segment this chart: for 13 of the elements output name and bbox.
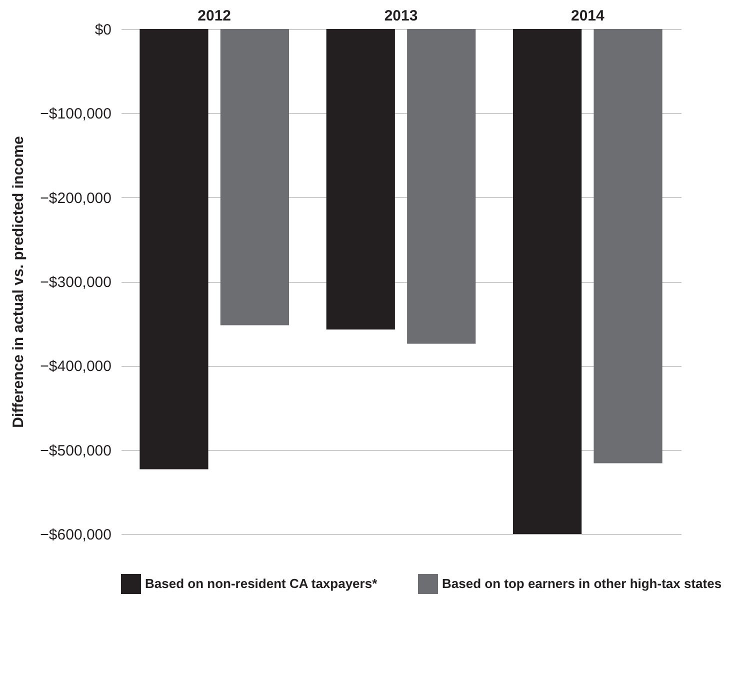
x-tick-label: 2013	[384, 8, 418, 24]
y-tick-label: −$600,000	[40, 526, 112, 544]
y-tick-label: −$300,000	[40, 274, 112, 291]
legend-label: Based on non-resident CA taxpayers*	[145, 576, 378, 591]
y-tick-label: −$100,000	[40, 106, 112, 123]
x-tick-label: 2014	[570, 8, 606, 24]
y-tick-label: −$500,000	[40, 442, 112, 460]
legend-label: Based on top earners in other high-tax states	[442, 576, 722, 591]
y-axis-title: Difference in actual vs. predicted income	[10, 136, 28, 428]
y-tick-label: −$200,000	[40, 190, 112, 207]
y-tick-label: $0	[94, 22, 112, 38]
x-tick-label: 2012	[198, 8, 232, 24]
y-tick-label: −$400,000	[40, 358, 112, 376]
